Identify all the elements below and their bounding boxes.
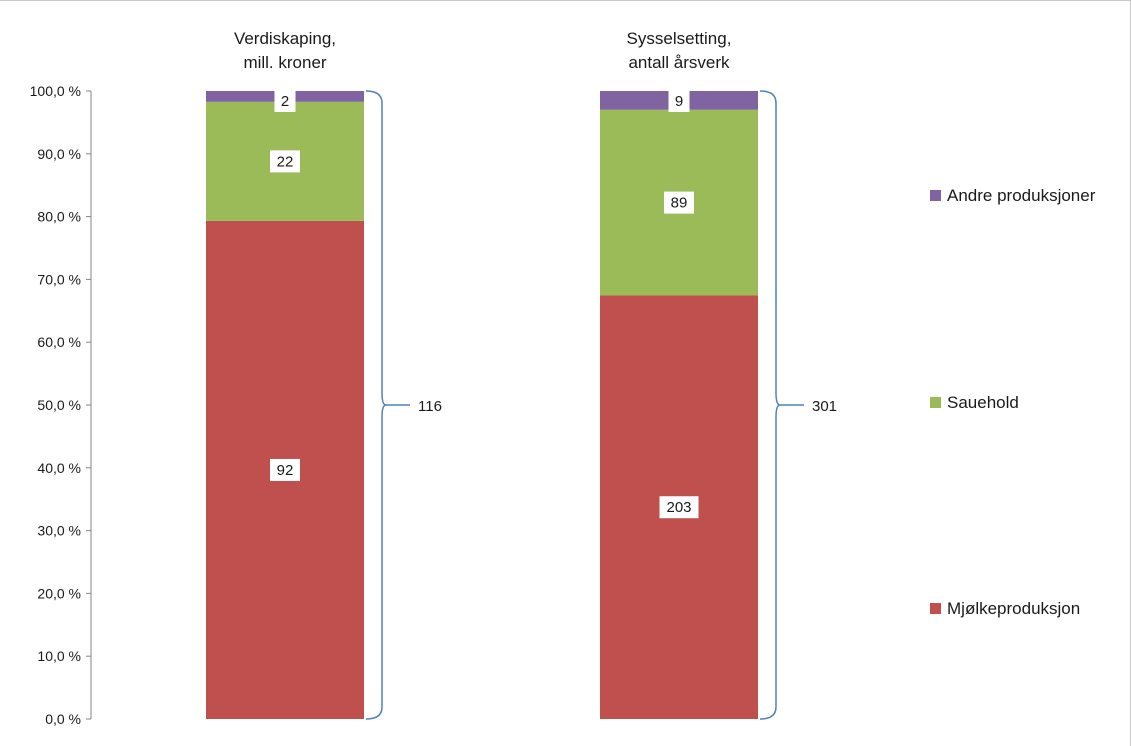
category-title: Verdiskaping,	[234, 29, 336, 48]
y-tick-label: 10,0 %	[37, 648, 81, 664]
data-label-box	[668, 90, 690, 112]
y-tick-label: 20,0 %	[37, 585, 81, 601]
legend: Andre produksjoner Sauehold Mjølkeproduksj…	[930, 186, 1096, 618]
y-tick-label: 80,0 %	[37, 209, 81, 225]
data-label: 203	[666, 499, 691, 516]
legend-label: Mjølkeproduksjon	[947, 599, 1080, 618]
y-tick-label: 30,0 %	[37, 523, 81, 539]
data-label-box	[664, 191, 694, 214]
data-label-box	[270, 458, 300, 481]
total-label: 301	[812, 398, 837, 415]
y-tick-label: 60,0 %	[37, 334, 81, 350]
total-label: 116	[418, 398, 442, 415]
legend-swatch	[930, 190, 941, 201]
total-bracket	[759, 90, 781, 720]
data-label: 22	[277, 153, 294, 170]
legend-swatch	[930, 397, 941, 408]
legend-label: Sauehold	[947, 393, 1019, 412]
bars	[206, 91, 758, 719]
category-title: antall årsverk	[628, 53, 730, 72]
data-label: 2	[281, 93, 289, 110]
y-tick-label: 70,0 %	[37, 271, 81, 287]
y-tick-label: 0,0 %	[45, 711, 81, 727]
data-label-box	[270, 150, 300, 173]
y-tick-label: 100,0 %	[30, 83, 81, 99]
data-label: 89	[671, 195, 688, 212]
y-tick-label: 50,0 %	[37, 397, 81, 413]
total-bracket	[365, 90, 387, 720]
data-label: 92	[277, 462, 294, 479]
category-title: mill. kroner	[243, 53, 326, 72]
y-tick-label: 40,0 %	[37, 460, 81, 476]
y-tick-label: 90,0 %	[37, 146, 81, 162]
legend-swatch	[930, 603, 941, 614]
legend-label: Andre produksjoner	[947, 186, 1096, 205]
total-brackets: 116 301	[365, 90, 837, 720]
data-label-box	[659, 496, 699, 519]
data-label: 9	[675, 93, 683, 110]
y-axis: 0,0 % 10,0 % 20,0 % 30,0 % 40,0 % 50,0 % 60,0 …	[30, 83, 92, 727]
data-label-box	[274, 90, 296, 112]
category-title: Sysselsetting,	[627, 29, 732, 48]
